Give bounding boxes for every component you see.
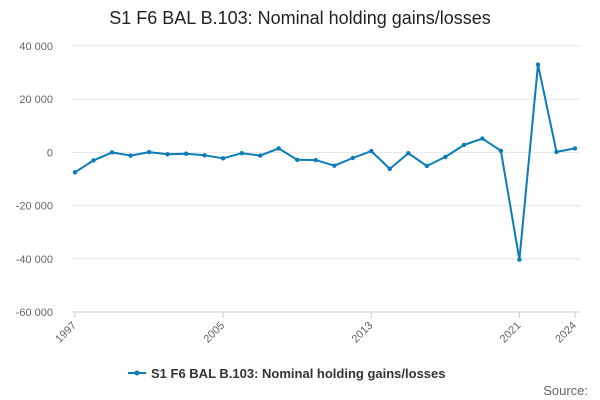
data-point[interactable]	[424, 163, 430, 169]
gridlines	[71, 45, 580, 313]
data-point[interactable]	[202, 153, 207, 158]
data-point[interactable]	[535, 62, 541, 67]
data-point[interactable]	[572, 146, 578, 151]
data-point[interactable]	[443, 154, 448, 160]
data-point[interactable]	[517, 257, 522, 262]
x-tick-label: 2013	[350, 320, 376, 346]
y-tick-label: 20 000	[19, 94, 53, 106]
data-point[interactable]	[276, 146, 281, 151]
x-tick-label: 2024	[553, 320, 579, 346]
data-point[interactable]	[498, 148, 504, 153]
data-point[interactable]	[332, 163, 337, 168]
series-line	[74, 63, 576, 261]
data-point[interactable]	[183, 151, 189, 156]
data-point[interactable]	[220, 156, 226, 161]
x-tick-label: 1997	[53, 320, 79, 346]
data-point[interactable]	[239, 151, 244, 156]
data-point[interactable]	[109, 150, 115, 155]
data-point[interactable]	[313, 157, 318, 163]
y-tick-label: -60 000	[16, 307, 53, 319]
data-point[interactable]	[165, 152, 170, 157]
data-point[interactable]	[461, 142, 467, 148]
y-tick-label: -20 000	[16, 201, 53, 213]
y-tick-label: -40 000	[16, 254, 53, 266]
y-tick-label: 40 000	[19, 41, 53, 53]
data-point[interactable]	[72, 170, 78, 175]
data-point[interactable]	[480, 136, 485, 141]
data-point[interactable]	[387, 166, 392, 172]
chart-title: S1 F6 BAL B.103: Nominal holding gains/l…	[109, 8, 491, 28]
series-layer	[72, 62, 578, 262]
source-label: Source:	[543, 383, 588, 398]
legend-label: S1 F6 BAL B.103: Nominal holding gains/l…	[151, 366, 446, 381]
data-point[interactable]	[295, 157, 300, 162]
x-tick-label: 2021	[498, 320, 524, 346]
data-point[interactable]	[369, 148, 374, 154]
data-point[interactable]	[258, 153, 263, 158]
legend[interactable]: S1 F6 BAL B.103: Nominal holding gains/l…	[128, 366, 446, 381]
data-point[interactable]	[406, 151, 411, 156]
data-point[interactable]	[146, 149, 152, 155]
data-point[interactable]	[128, 153, 133, 158]
x-tick-label: 2005	[201, 320, 227, 346]
legend-point-marker	[134, 370, 140, 376]
data-point[interactable]	[554, 149, 559, 155]
data-point[interactable]	[91, 158, 96, 163]
data-point[interactable]	[350, 155, 355, 161]
y-tick-label: 0	[47, 147, 53, 159]
